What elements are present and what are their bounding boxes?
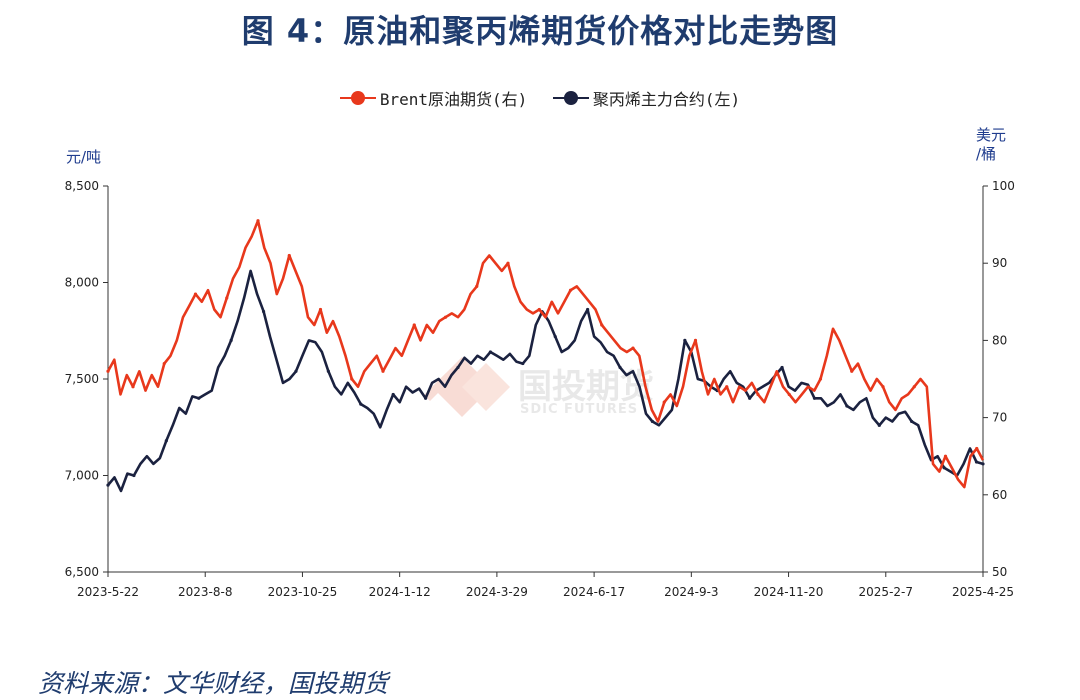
brent-series-point: [381, 369, 385, 373]
brent-series-point: [912, 385, 916, 389]
brent-series-point: [193, 292, 198, 296]
legend-label-pp: 聚丙烯主力合约(左): [592, 90, 741, 109]
pp-series-point: [106, 483, 110, 487]
brent-series-point: [443, 315, 448, 319]
pp-series-point: [845, 404, 849, 408]
legend-item-pp: 聚丙烯主力合约(左): [552, 86, 741, 110]
pp-series-point: [586, 307, 590, 312]
x-axis-tick-label: 2024-9-3: [664, 585, 718, 599]
pp-series-point: [981, 462, 985, 466]
brent-series-point: [631, 346, 635, 350]
pp-series-point: [391, 392, 395, 397]
pp-series-point: [229, 338, 233, 342]
legend-swatch-pp: [552, 91, 589, 105]
x-axis-tick-label: 2025-2-7: [859, 585, 913, 599]
right-axis-tick-label: 100: [992, 179, 1015, 193]
brent-series-point: [568, 288, 573, 292]
chart-title: 图 4：原油和聚丙烯期货价格对比走势图: [241, 12, 839, 50]
pp-series-point: [326, 369, 330, 373]
pp-series-point: [618, 365, 622, 370]
x-axis-tick-label: 2024-6-17: [563, 585, 625, 599]
right-axis-tick-label: 60: [992, 488, 1007, 502]
x-axis-tick-label: 2023-5-22: [77, 585, 139, 599]
pp-series-point: [197, 396, 201, 400]
left-axis-tick-label: 8,500: [65, 179, 99, 193]
brent-series-point: [318, 307, 323, 312]
brent-series-point: [662, 400, 666, 404]
brent-series-point: [850, 369, 854, 373]
pp-series-point: [974, 460, 979, 464]
pp-series-point: [910, 419, 914, 424]
brent-series-point: [475, 284, 479, 288]
pp-series-point: [521, 361, 525, 366]
brent-series-point: [131, 385, 135, 389]
pp-series-point: [812, 396, 817, 400]
left-axis-unit: 元/吨: [66, 148, 102, 166]
brent-series-line: [106, 219, 985, 489]
chart-legend: Brent原油期货(右) 聚丙烯主力合约(左): [0, 86, 1080, 110]
x-axis-tick-label: 2024-11-20: [754, 585, 824, 599]
brent-series-point: [287, 253, 291, 258]
brent-series-point: [693, 338, 698, 342]
pp-series-point: [942, 466, 946, 470]
brent-series-point: [506, 261, 510, 265]
pp-series-point: [650, 419, 655, 424]
brent-series-point: [787, 392, 791, 397]
pp-series-point: [261, 309, 266, 314]
pp-series-point: [683, 338, 687, 342]
brent-series-point: [225, 296, 229, 300]
source-note: 资料来源：文华财经，国投期货: [38, 669, 389, 698]
brent-series-point: [412, 323, 416, 327]
brent-series-point: [818, 377, 823, 381]
right-axis-tick-label: 70: [992, 411, 1007, 425]
pp-series-point: [132, 473, 136, 478]
right-axis-tick-label: 80: [992, 333, 1007, 347]
right-axis-unit-line2: /桶: [976, 145, 997, 163]
legend-label-brent: Brent原油期货(右): [379, 90, 528, 109]
legend-item-brent: Brent原油期货(右): [339, 86, 528, 110]
pp-series-point: [877, 423, 881, 427]
right-axis-unit: 美元 /桶: [976, 126, 1006, 164]
legend-swatch-brent: [339, 91, 376, 105]
pp-series-point: [359, 402, 363, 406]
x-axis-tick-label: 2024-1-12: [369, 585, 431, 599]
pp-series-point: [294, 369, 298, 373]
brent-series-point: [975, 446, 979, 451]
brent-series-point: [943, 454, 948, 458]
x-axis-tick-label: 2023-10-25: [268, 585, 338, 599]
x-axis-tick-label: 2025-4-25: [952, 585, 1014, 599]
brent-series-point: [350, 377, 354, 381]
brent-series-point: [106, 369, 110, 373]
brent-series-point: [756, 392, 760, 397]
pp-series-point: [780, 365, 784, 370]
pp-series-point: [423, 396, 428, 400]
brent-series-point: [537, 307, 541, 312]
watermark-logo-icon: [424, 357, 510, 417]
brent-series-point: [600, 323, 604, 327]
left-axis-tick-label: 8,000: [65, 276, 99, 290]
right-axis-tick-label: 50: [992, 565, 1007, 579]
pp-series-point: [553, 334, 557, 339]
pp-series-point: [748, 396, 752, 400]
left-axis-tick-label: 7,500: [65, 372, 99, 386]
watermark-sub: SDIC FUTURES: [520, 402, 638, 417]
pp-series-point: [456, 365, 460, 370]
pp-series-point: [488, 350, 493, 354]
left-axis-tick-label: 7,000: [65, 469, 99, 483]
brent-series-point: [162, 361, 166, 366]
brent-series-point: [725, 385, 729, 389]
x-axis-tick-label: 2024-3-29: [466, 585, 528, 599]
pp-series-point: [164, 439, 168, 443]
brent-series-point: [881, 385, 885, 389]
x-axis-tick-label: 2023-8-8: [178, 585, 232, 599]
right-axis-tick-label: 90: [992, 256, 1007, 270]
brent-series-point: [256, 219, 260, 223]
left-axis-tick-label: 6,500: [65, 565, 99, 579]
right-axis-unit-line1: 美元: [976, 126, 1007, 144]
price-chart: 国投期货 SDIC FUTURES 6,5007,0007,5008,0008,…: [65, 179, 1015, 599]
